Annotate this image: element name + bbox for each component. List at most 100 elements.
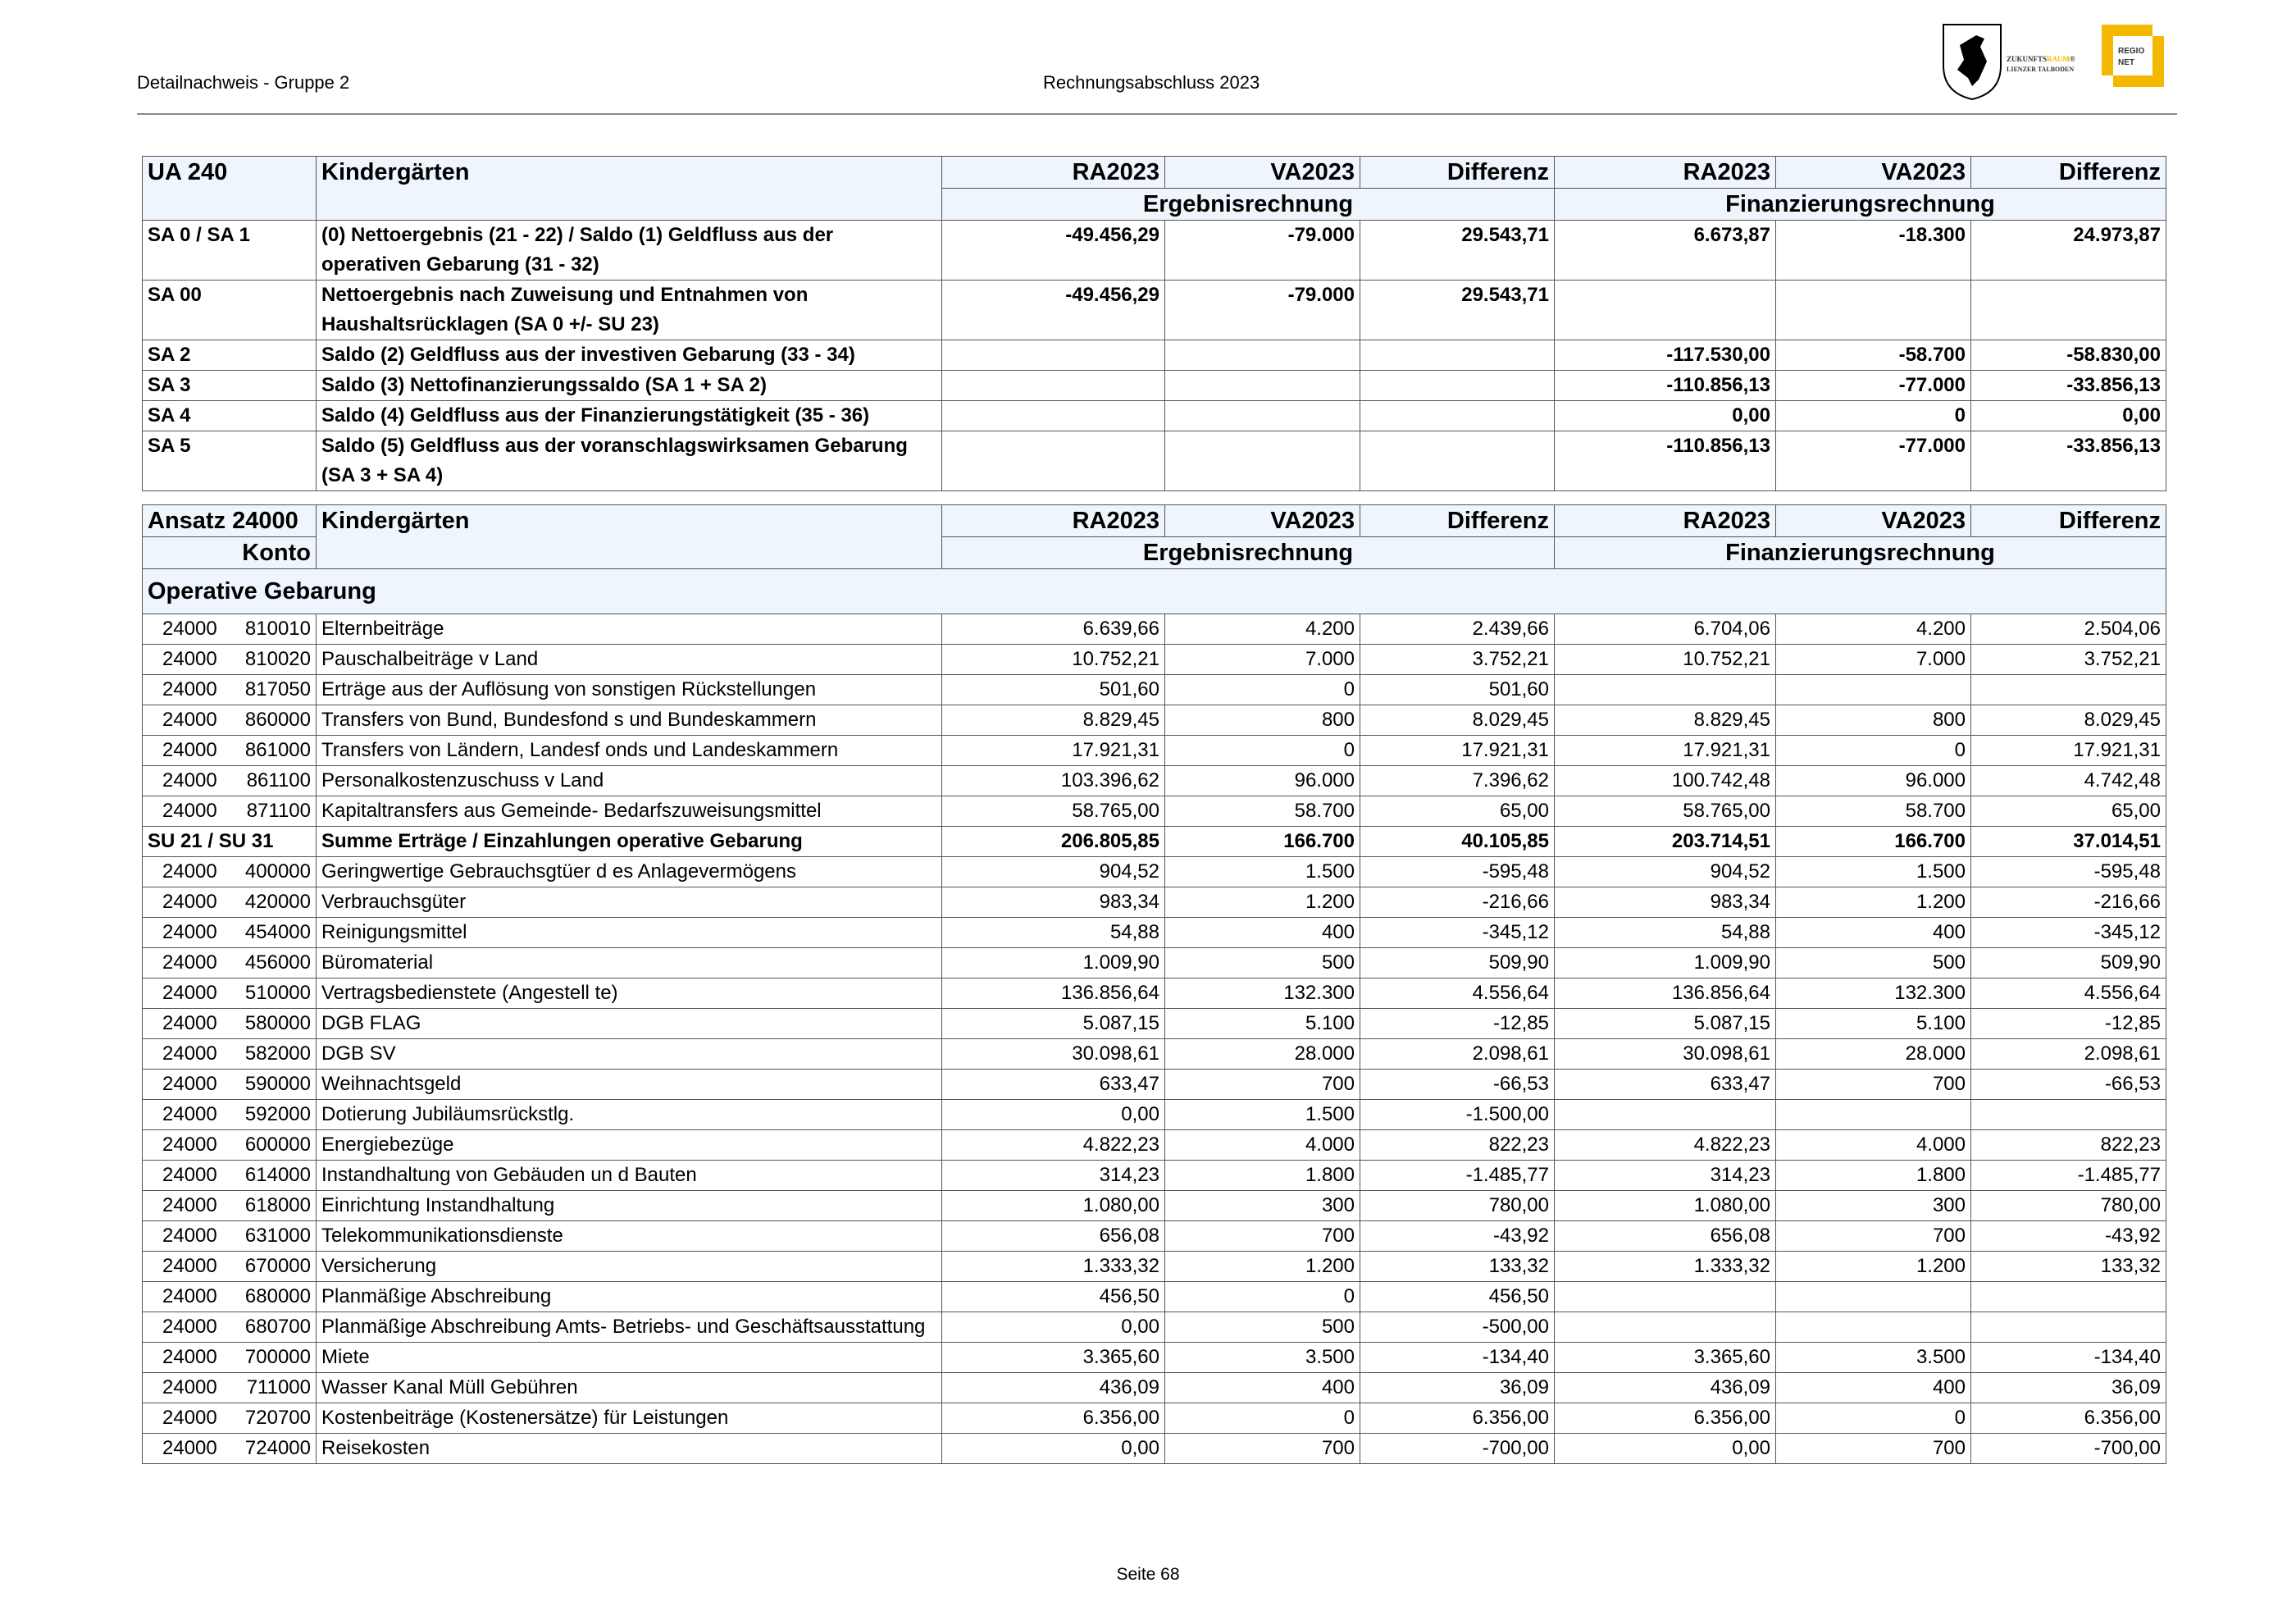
row-value: 656,08 bbox=[1554, 1220, 1776, 1252]
ansatz-number: 24000 bbox=[162, 1073, 217, 1095]
row-value bbox=[1970, 1281, 2166, 1312]
row-value: 2.439,66 bbox=[1360, 614, 1555, 645]
konto-number: 680000 bbox=[244, 1285, 311, 1307]
row-label: Reinigungsmittel bbox=[316, 917, 942, 948]
row-label: Büromaterial bbox=[316, 947, 942, 979]
ansatz-number: 24000 bbox=[162, 1285, 217, 1307]
row-account: 24000 590000 bbox=[142, 1069, 317, 1100]
ansatz-number: 24000 bbox=[162, 1346, 217, 1368]
ansatz-number: 24000 bbox=[162, 1407, 217, 1429]
ansatz-number: 24000 bbox=[162, 678, 217, 700]
row-value: 17.921,31 bbox=[1554, 735, 1776, 766]
table-header-row: UA 240 Kindergärten RA2023 VA2023 Differ… bbox=[142, 156, 2166, 221]
row-value: 4.200 bbox=[1164, 614, 1360, 645]
row-value: 700 bbox=[1164, 1220, 1360, 1252]
section-title: Operative Gebarung bbox=[142, 568, 2166, 614]
row-value: 58.700 bbox=[1775, 796, 1971, 827]
row-value bbox=[1970, 1312, 2166, 1343]
konto-number: 582000 bbox=[244, 1042, 311, 1065]
row-value: 456,50 bbox=[941, 1281, 1165, 1312]
account-number-group: 24000 810010 bbox=[148, 615, 311, 644]
konto-number: 680700 bbox=[244, 1316, 311, 1338]
account-number-group: 24000 456000 bbox=[148, 949, 311, 978]
table-row: 24000 817050 Erträge aus der Auflösung von… bbox=[142, 674, 2166, 705]
row-value: -33.856,13 bbox=[1970, 370, 2166, 401]
row-account: 24000 580000 bbox=[142, 1008, 317, 1039]
konto-number: 724000 bbox=[244, 1437, 311, 1459]
ansatz-number: 24000 bbox=[162, 1316, 217, 1338]
ansatz-number: 24000 bbox=[162, 1255, 217, 1277]
row-value: 58.765,00 bbox=[1554, 796, 1776, 827]
account-number-group: 24000 861000 bbox=[148, 737, 311, 765]
row-value: -110.856,13 bbox=[1554, 370, 1776, 401]
row-value: 54,88 bbox=[1554, 917, 1776, 948]
row-value: 983,34 bbox=[941, 887, 1165, 918]
konto-number: 860000 bbox=[244, 709, 311, 731]
row-value: 132.300 bbox=[1775, 978, 1971, 1009]
ua-title: Kindergärten bbox=[316, 156, 942, 221]
konto-number: 592000 bbox=[244, 1103, 311, 1125]
row-account: 24000 680000 bbox=[142, 1281, 317, 1312]
konto-number: 580000 bbox=[244, 1012, 311, 1034]
row-value: 40.105,85 bbox=[1360, 826, 1555, 857]
header-divider bbox=[137, 113, 2177, 115]
konto-number: 400000 bbox=[244, 860, 311, 883]
row-label: DGB FLAG bbox=[316, 1008, 942, 1039]
row-label: Personalkostenzuschuss v Land bbox=[316, 765, 942, 796]
konto-number: 720700 bbox=[244, 1407, 311, 1429]
account-number-group: 24000 700000 bbox=[148, 1343, 311, 1372]
row-value: 6.356,00 bbox=[1360, 1403, 1555, 1434]
account-number-group: 24000 420000 bbox=[148, 888, 311, 917]
column-header: VA2023 bbox=[1164, 504, 1360, 537]
row-value: 500 bbox=[1775, 947, 1971, 979]
ansatz-number: 24000 bbox=[162, 1437, 217, 1459]
row-value bbox=[941, 431, 1165, 491]
row-value: 904,52 bbox=[1554, 856, 1776, 887]
row-value: -700,00 bbox=[1360, 1433, 1555, 1464]
row-value: 96.000 bbox=[1775, 765, 1971, 796]
ansatz-number: 24000 bbox=[162, 1225, 217, 1247]
row-value: 2.098,61 bbox=[1970, 1038, 2166, 1070]
row-value bbox=[1360, 340, 1555, 371]
row-value: 700 bbox=[1775, 1220, 1971, 1252]
row-account: 24000 631000 bbox=[142, 1220, 317, 1252]
row-value: 1.200 bbox=[1164, 1251, 1360, 1282]
row-value: 3.500 bbox=[1775, 1342, 1971, 1373]
row-value: -500,00 bbox=[1360, 1312, 1555, 1343]
row-value bbox=[1164, 370, 1360, 401]
ansatz-number: 24000 bbox=[162, 982, 217, 1004]
column-header: Differenz bbox=[1360, 156, 1555, 189]
row-account: 24000 510000 bbox=[142, 978, 317, 1009]
row-label: Planmäßige Abschreibung bbox=[316, 1281, 942, 1312]
row-value: 0 bbox=[1775, 735, 1971, 766]
row-account: 24000 810010 bbox=[142, 614, 317, 645]
account-number-group: 24000 631000 bbox=[148, 1222, 311, 1251]
ansatz-number: 24000 bbox=[162, 739, 217, 761]
account-number-group: 24000 600000 bbox=[148, 1131, 311, 1160]
konto-number: 817050 bbox=[244, 678, 311, 700]
ansatz-code: Ansatz 24000 bbox=[142, 504, 317, 537]
table-row: SA 3 Saldo (3) Nettofinanzierungssaldo (S… bbox=[142, 370, 2166, 401]
row-value: 24.973,87 bbox=[1970, 220, 2166, 281]
account-number-group: 24000 871100 bbox=[148, 797, 311, 826]
row-value: -58.830,00 bbox=[1970, 340, 2166, 371]
row-account: 24000 810020 bbox=[142, 644, 317, 675]
row-value: -12,85 bbox=[1360, 1008, 1555, 1039]
row-value: 0 bbox=[1775, 400, 1971, 431]
row-value: -595,48 bbox=[1970, 856, 2166, 887]
row-value: 65,00 bbox=[1360, 796, 1555, 827]
row-value: 4.000 bbox=[1775, 1129, 1971, 1161]
row-value: -216,66 bbox=[1970, 887, 2166, 918]
table-row: 24000 614000 Instandhaltung von Gebäuden u… bbox=[142, 1160, 2166, 1191]
row-value: 29.543,71 bbox=[1360, 220, 1555, 281]
row-value: 500 bbox=[1164, 947, 1360, 979]
coat-of-arms-icon: ZUKUNFTSRAUM® LIENZER TALBODEN REGIO NET bbox=[1943, 24, 2164, 101]
row-value: -700,00 bbox=[1970, 1433, 2166, 1464]
row-value bbox=[1554, 280, 1776, 340]
konto-header: Konto bbox=[142, 536, 317, 569]
row-value: 314,23 bbox=[1554, 1160, 1776, 1191]
row-value: 400 bbox=[1775, 917, 1971, 948]
row-value: 633,47 bbox=[1554, 1069, 1776, 1100]
row-label: Energiebezüge bbox=[316, 1129, 942, 1161]
row-label: Reisekosten bbox=[316, 1433, 942, 1464]
